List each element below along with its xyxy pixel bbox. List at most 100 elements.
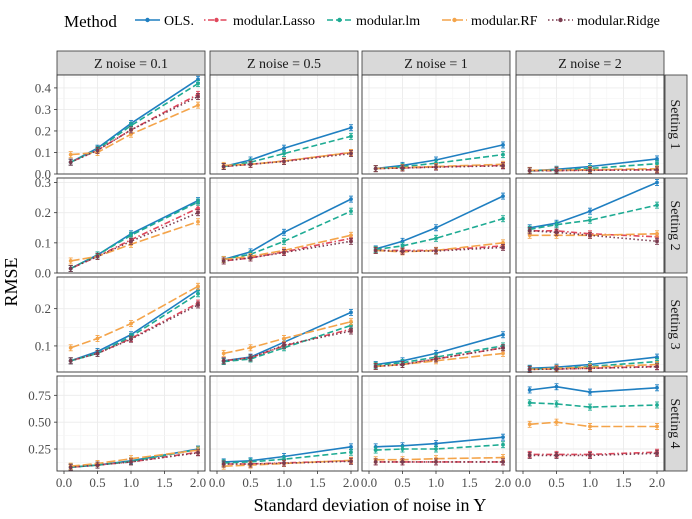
- series-line: [529, 366, 658, 371]
- data-point: [434, 225, 438, 230]
- row-strip-setting-3: Setting 3: [664, 276, 688, 373]
- series-line: [70, 78, 199, 163]
- legend-key-marker: [558, 17, 563, 23]
- panel-grid-lines: [362, 75, 510, 174]
- series-line: [223, 210, 352, 261]
- strip-background: [664, 74, 688, 175]
- data-point: [282, 159, 286, 164]
- panel-setting-2-z-noise-0-1: [56, 177, 206, 274]
- data-point: [501, 351, 505, 356]
- legend-label: modular.RF: [471, 14, 538, 29]
- legend-title: Method: [64, 12, 117, 31]
- data-point: [501, 194, 505, 198]
- data-point: [501, 345, 505, 350]
- series-line: [375, 217, 504, 251]
- data-point: [373, 459, 378, 464]
- data-point: [527, 367, 532, 372]
- data-point: [282, 461, 286, 466]
- series-modular-ridge: [373, 344, 505, 370]
- x-tick-label: 0.0: [361, 475, 377, 490]
- data-point: [196, 303, 200, 307]
- legend-item-modular-lasso: modular.Lasso: [204, 14, 315, 29]
- series-line: [223, 320, 352, 355]
- series-line: [375, 165, 504, 170]
- data-point: [400, 459, 405, 464]
- data-point: [95, 148, 100, 153]
- panel-setting-2-z-noise-2: [515, 177, 665, 274]
- data-point: [129, 127, 133, 132]
- x-tick-label: 0.0: [209, 475, 225, 490]
- x-tick-label: 1.5: [309, 475, 325, 490]
- series-line: [223, 152, 352, 168]
- series-line: [375, 246, 504, 253]
- data-point: [655, 385, 659, 390]
- data-point: [95, 351, 100, 356]
- data-point: [349, 134, 353, 139]
- data-point: [400, 249, 405, 254]
- y-tick-label: 0.1: [35, 338, 51, 353]
- legend-key-marker: [337, 17, 342, 23]
- x-tick-label: 0.5: [548, 475, 564, 490]
- series-modular-lm: [527, 399, 659, 411]
- panel-border: [361, 177, 511, 274]
- series-line: [70, 452, 199, 468]
- x-tick-label: 1.0: [582, 475, 598, 490]
- legend-item-modular-ridge: modular.Ridge: [548, 14, 660, 29]
- data-point: [349, 459, 353, 464]
- data-point: [221, 462, 226, 466]
- panel-setting-1-z-noise-2: [515, 74, 665, 175]
- data-point: [655, 364, 659, 369]
- series-modular-ridge: [221, 237, 353, 265]
- data-point: [527, 233, 532, 238]
- panel-border: [515, 276, 665, 373]
- panel-border: [56, 177, 206, 274]
- data-point: [501, 216, 505, 221]
- series-ols: [527, 383, 659, 396]
- data-point: [501, 245, 505, 250]
- data-point: [196, 94, 200, 99]
- data-point: [501, 143, 505, 147]
- series-modular-rf: [68, 101, 200, 159]
- data-point: [554, 420, 559, 425]
- data-point: [129, 233, 133, 238]
- data-point: [588, 390, 592, 395]
- x-tick-label: 0.5: [89, 475, 105, 490]
- data-point: [501, 332, 505, 337]
- data-point: [501, 435, 505, 440]
- data-point: [248, 462, 253, 466]
- data-point: [68, 465, 73, 470]
- series-line: [70, 82, 199, 163]
- data-point: [501, 459, 505, 464]
- data-point: [655, 180, 659, 185]
- data-point: [400, 243, 405, 248]
- column-strip-label: Z noise = 0.5: [247, 57, 321, 72]
- panel-grid-lines: [516, 178, 664, 273]
- panel-setting-2-z-noise-1: [361, 177, 511, 274]
- panel-grid: Z noise = 0.1 Z noise = 0.5 Z noise = 1 Z n…: [56, 50, 688, 472]
- data-point: [588, 209, 592, 214]
- series-line: [529, 233, 658, 237]
- series-line: [223, 446, 352, 463]
- data-point: [196, 219, 200, 224]
- data-point: [373, 448, 378, 452]
- data-point: [655, 239, 659, 244]
- data-point: [588, 405, 592, 410]
- series-line: [70, 95, 199, 163]
- panel-border: [515, 74, 665, 175]
- data-point: [282, 343, 286, 348]
- data-point: [588, 168, 592, 173]
- data-point: [527, 400, 532, 405]
- data-point: [434, 357, 438, 361]
- data-point: [196, 210, 200, 215]
- row-strip-setting-1: Setting 1: [664, 74, 688, 175]
- series-modular-ridge: [68, 301, 200, 365]
- data-point: [655, 403, 659, 407]
- panel-setting-3-z-noise-0-5: [209, 276, 359, 373]
- data-point: [373, 364, 378, 369]
- data-point: [588, 453, 592, 458]
- y-tick-label: 0.2: [35, 205, 51, 220]
- series-modular-rf: [527, 418, 659, 430]
- series-line: [70, 285, 199, 349]
- legend-label: OLS.: [164, 14, 194, 29]
